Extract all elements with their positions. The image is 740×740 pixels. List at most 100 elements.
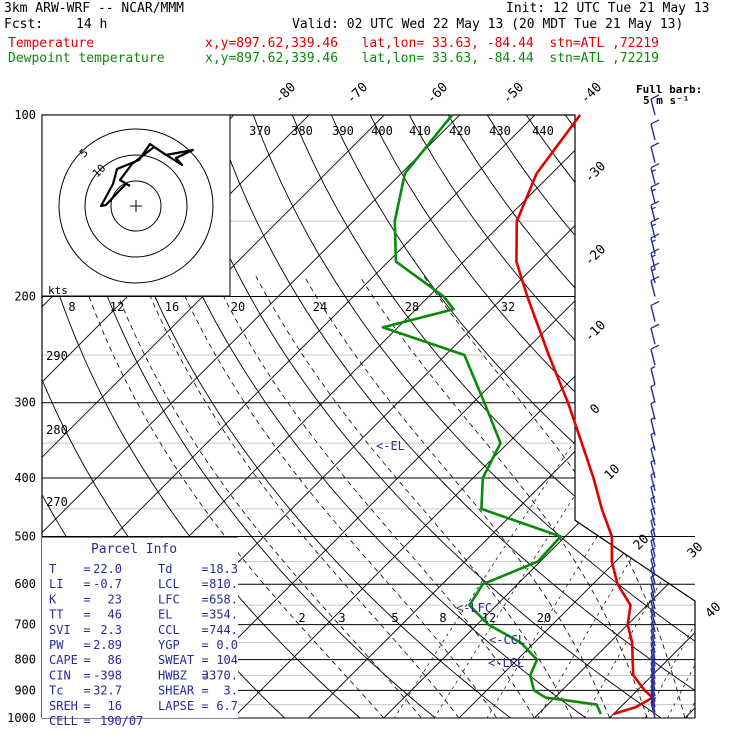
forecast-hour: 14 h xyxy=(76,17,108,32)
parcel-info-cell: = xyxy=(83,562,90,576)
pressure-tick-label: 100 xyxy=(14,108,36,122)
parcel-info-cell: 658. xyxy=(209,592,238,606)
wind-barb-shaft xyxy=(650,349,656,366)
mixing-ratio-line xyxy=(660,309,695,718)
parcel-info-cell: 23 xyxy=(108,592,122,606)
isotherm-label: 0 xyxy=(587,401,603,417)
parcel-info-cell: 2.3 xyxy=(100,623,122,637)
mixing-ratio-label: 8 xyxy=(439,611,446,625)
dry-adiabat-line xyxy=(659,115,695,718)
pressure-tick-label: 800 xyxy=(14,653,36,667)
parcel-info-cell: = xyxy=(201,577,208,591)
barb-legend-title: Full barb: xyxy=(636,83,702,96)
mixing-ratio-label: 28 xyxy=(405,300,419,314)
wind-barb-shaft xyxy=(650,266,656,284)
wind-barb-shaft xyxy=(650,540,656,557)
isotherm-label: -50 xyxy=(500,80,527,107)
theta-label: 390 xyxy=(332,124,354,138)
wind-barb-shaft xyxy=(650,167,656,184)
wind-barb xyxy=(650,94,660,116)
parcel-info-cell: HWBZ xyxy=(158,668,187,682)
parcel-info-cell: = xyxy=(83,684,90,698)
wind-barb-half xyxy=(651,239,656,243)
moist-adiabat-line xyxy=(141,275,460,718)
wind-barb-shaft xyxy=(650,280,656,297)
parcel-info-cell: CCL xyxy=(158,623,180,637)
wind-barb-shaft xyxy=(650,549,656,567)
theta-label: 420 xyxy=(449,124,471,138)
parcel-info-cell: CAPE xyxy=(49,653,78,667)
parcel-info-cell: 3370. xyxy=(202,668,238,682)
pressure-tick-label: 700 xyxy=(14,618,36,632)
wind-barb-shaft xyxy=(650,629,656,647)
wind-barb-shaft xyxy=(650,368,656,385)
wind-barb-flag xyxy=(650,262,660,268)
wind-barb-half xyxy=(651,206,656,210)
parcel-info-cell: LI xyxy=(49,577,63,591)
wind-barb-half xyxy=(651,223,656,227)
wind-barb-flag xyxy=(650,248,660,254)
wind-barb-shaft xyxy=(650,186,656,204)
isotherm-line xyxy=(42,115,563,718)
wind-barb xyxy=(650,142,660,163)
level-annotation: <-EL xyxy=(376,439,405,453)
wind-barb-shaft xyxy=(650,205,656,222)
dewpoint-label: Dewpoint temperature xyxy=(8,51,165,66)
parcel-info-cell: CELL xyxy=(49,714,78,728)
wind-barb-shaft xyxy=(650,668,656,685)
wind-barb-shaft xyxy=(650,608,656,625)
moist-adiabat-line xyxy=(81,275,384,718)
theta-label: 440 xyxy=(532,124,554,138)
wind-barb xyxy=(650,300,660,322)
theta-label-left: 280 xyxy=(46,423,68,437)
isotherm-line xyxy=(42,115,413,718)
mixing-ratio-line xyxy=(426,309,695,718)
parcel-info-cell: 18.3 xyxy=(209,562,238,576)
mixing-ratio-label: 12 xyxy=(110,300,124,314)
dry-adiabat-line xyxy=(621,115,695,718)
parcel-info-cell: = xyxy=(201,684,208,698)
dry-adiabat-line xyxy=(129,115,605,718)
parcel-info-cell: = xyxy=(83,653,90,667)
parcel-info-cell: = xyxy=(83,623,90,637)
isotherm-label: 10 xyxy=(602,462,624,484)
wind-barb xyxy=(650,323,660,345)
mixing-ratio-line xyxy=(576,309,695,718)
parcel-info-cell: 354. xyxy=(209,608,238,622)
hodograph-ring xyxy=(110,180,162,232)
wind-barb-flag xyxy=(650,200,660,206)
parcel-info-cell: 16 xyxy=(108,699,122,713)
mixing-ratio-label: 8 xyxy=(68,300,75,314)
parcel-info-cell: 32.7 xyxy=(93,684,122,698)
parcel-info-cell: = xyxy=(201,608,208,622)
mixing-ratio-line xyxy=(680,309,695,718)
wind-barb-shaft xyxy=(650,636,656,654)
parcel-info-cell: LAPSE xyxy=(158,699,194,713)
wind-barb-half xyxy=(651,254,656,258)
wind-barb-shaft xyxy=(650,584,656,602)
wind-barb-shaft xyxy=(650,123,656,141)
wind-barb-shaft xyxy=(650,643,656,660)
mixing-ratio-line xyxy=(530,309,695,718)
wind-barb-shaft xyxy=(650,674,656,691)
wind-barb-shaft xyxy=(650,403,656,420)
temperature-label: Temperature xyxy=(8,36,95,51)
parcel-info-title: Parcel Info xyxy=(91,542,177,557)
wind-barb-flag xyxy=(650,323,660,329)
dry-adiabat-line xyxy=(394,115,695,718)
dewpoint-profile xyxy=(381,114,602,715)
isotherm-label: -60 xyxy=(424,80,451,107)
wind-barb-shaft xyxy=(650,221,656,239)
dry-adiabat-line xyxy=(167,115,681,718)
wind-barb-shaft xyxy=(650,328,656,345)
parcel-info-cell: 86 xyxy=(108,653,122,667)
wind-barb-flag xyxy=(650,300,660,307)
theta-label: 380 xyxy=(291,124,313,138)
parcel-info-cell: 744. xyxy=(209,623,238,637)
wind-barb-shaft xyxy=(650,461,656,479)
wind-barb-shaft xyxy=(650,237,656,255)
parcel-info-cell: 46 xyxy=(108,608,122,622)
wind-barb-flag xyxy=(650,163,660,169)
wind-barb-shaft xyxy=(650,252,656,270)
dry-adiabat-line xyxy=(92,115,528,718)
